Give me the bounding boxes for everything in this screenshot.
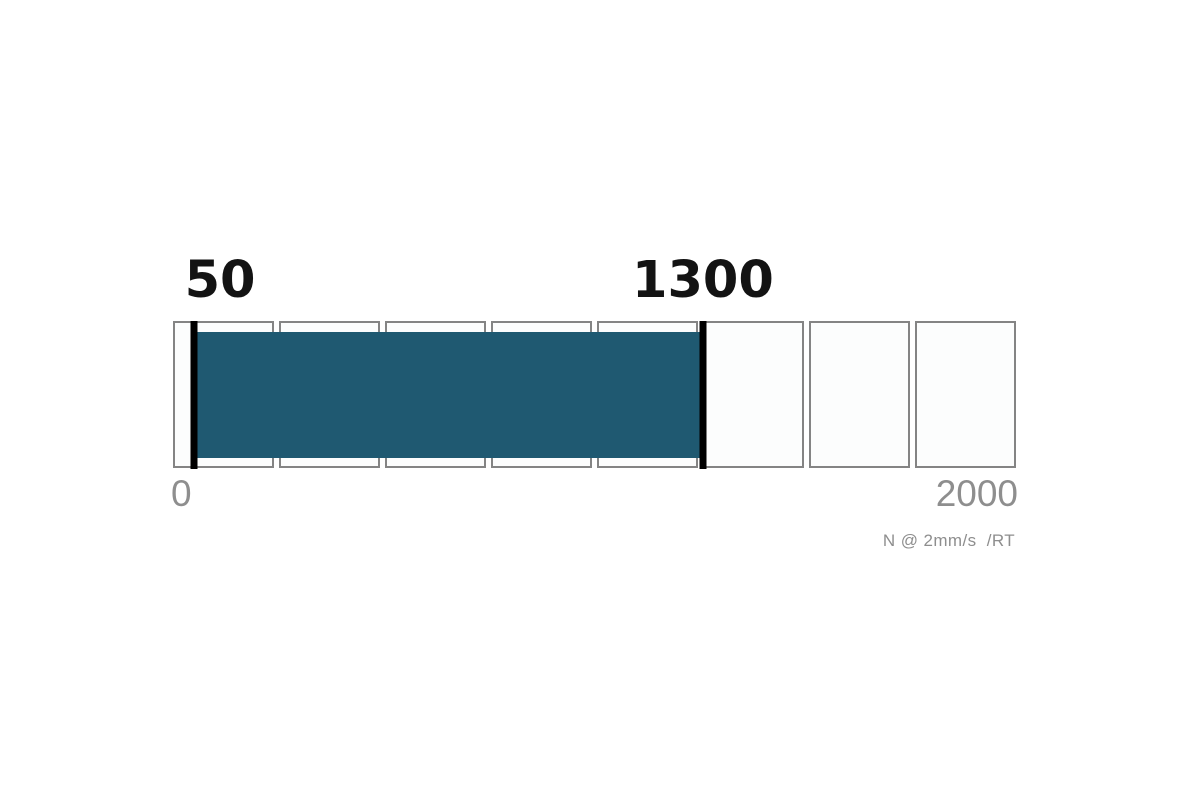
scale-segment	[915, 321, 1016, 468]
range-start-label: 50	[184, 251, 256, 310]
gauge-track: 50 1300 0 2000	[171, 255, 1018, 512]
range-end-label: 1300	[631, 251, 774, 310]
unit-note-label: N @ 2mm/s /RT	[882, 531, 1015, 550]
range-end-marker	[699, 321, 707, 469]
axis-min-label: 0	[171, 473, 192, 514]
scale-segment	[703, 321, 804, 468]
scale-segment	[809, 321, 910, 468]
axis-max-label: 2000	[935, 473, 1018, 514]
range-start-marker	[190, 321, 198, 469]
range-fill	[194, 332, 703, 458]
